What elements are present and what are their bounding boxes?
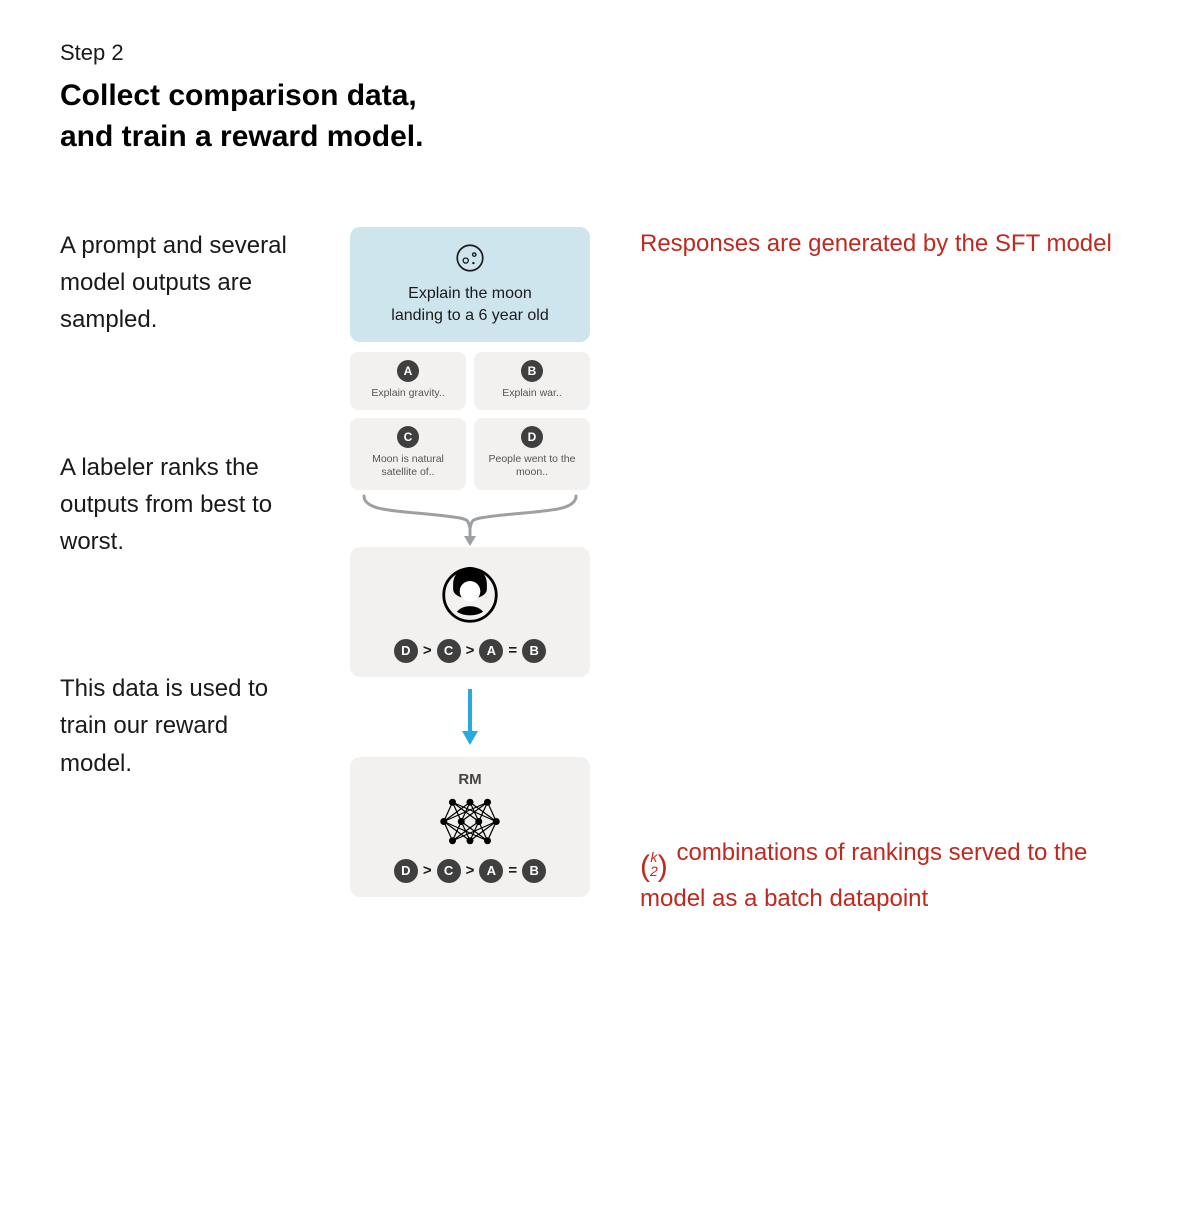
binomial-icon: (k2) bbox=[640, 849, 668, 883]
title-line-2: and train a reward model. bbox=[60, 120, 423, 153]
prompt-line-1: Explain the moon bbox=[408, 285, 532, 302]
moon-icon bbox=[453, 241, 487, 275]
rm-rank-sym-1: > bbox=[423, 862, 432, 879]
bracket-connector-icon bbox=[350, 492, 590, 547]
content-grid: A prompt and several model outputs are s… bbox=[60, 227, 1140, 916]
rm-ranking: D > C > A = B bbox=[360, 859, 580, 883]
badge-b: B bbox=[521, 360, 543, 382]
paren-right: ) bbox=[658, 850, 668, 883]
option-c-text: Moon is natural satellite of.. bbox=[356, 453, 460, 479]
prompt-box: Explain the moon landing to a 6 year old bbox=[350, 227, 590, 342]
rank-sym-1: > bbox=[423, 642, 432, 659]
option-d-text: People went to the moon.. bbox=[480, 453, 584, 479]
rank-sym-2: > bbox=[466, 642, 475, 659]
badge-d: D bbox=[521, 426, 543, 448]
option-d: D People went to the moon.. bbox=[474, 418, 590, 489]
rank-sym-3: = bbox=[508, 642, 517, 659]
rank-c: C bbox=[437, 639, 461, 663]
option-b: B Explain war.. bbox=[474, 352, 590, 410]
rank-a: A bbox=[479, 639, 503, 663]
rm-rank-d: D bbox=[394, 859, 418, 883]
prompt-line-2: landing to a 6 year old bbox=[391, 307, 548, 324]
left-text-1: A prompt and several model outputs are s… bbox=[60, 227, 300, 339]
left-text-2: A labeler ranks the outputs from best to… bbox=[60, 449, 300, 561]
rank-d: D bbox=[394, 639, 418, 663]
title-line-1: Collect comparison data, bbox=[60, 79, 417, 112]
middle-column: Explain the moon landing to a 6 year old… bbox=[340, 227, 600, 897]
paren-left: ( bbox=[640, 850, 650, 883]
left-text-3: This data is used to train our reward mo… bbox=[60, 670, 300, 782]
reward-model-box: RM D > C bbox=[350, 757, 590, 897]
rm-rank-sym-2: > bbox=[466, 862, 475, 879]
labeler-ranking: D > C > A = B bbox=[360, 639, 580, 663]
option-c: C Moon is natural satellite of.. bbox=[350, 418, 466, 489]
prompt-text: Explain the moon landing to a 6 year old bbox=[360, 283, 580, 326]
rm-rank-sym-3: = bbox=[508, 862, 517, 879]
annotation-2: (k2) combinations of rankings served to … bbox=[640, 836, 1140, 916]
annotation-2-text: combinations of rankings served to the m… bbox=[640, 839, 1087, 913]
option-b-text: Explain war.. bbox=[480, 387, 584, 400]
binom-bot: 2 bbox=[650, 864, 658, 878]
options-grid: A Explain gravity.. B Explain war.. C Mo… bbox=[350, 352, 590, 489]
rm-rank-b: B bbox=[522, 859, 546, 883]
person-icon bbox=[440, 565, 500, 625]
rm-rank-a: A bbox=[479, 859, 503, 883]
header: Step 2 Collect comparison data, and trai… bbox=[60, 40, 1140, 157]
rm-rank-c: C bbox=[437, 859, 461, 883]
annotation-1: Responses are generated by the SFT model bbox=[640, 227, 1140, 261]
option-a: A Explain gravity.. bbox=[350, 352, 466, 410]
neural-network-icon bbox=[435, 794, 505, 849]
option-a-text: Explain gravity.. bbox=[356, 387, 460, 400]
labeler-box: D > C > A = B bbox=[350, 547, 590, 677]
title: Collect comparison data, and train a rew… bbox=[60, 76, 1140, 157]
badge-a: A bbox=[397, 360, 419, 382]
step-label: Step 2 bbox=[60, 40, 1140, 66]
rm-label: RM bbox=[360, 771, 580, 788]
left-column: A prompt and several model outputs are s… bbox=[60, 227, 300, 782]
rank-b: B bbox=[522, 639, 546, 663]
arrow-down-icon bbox=[458, 687, 482, 747]
right-column: Responses are generated by the SFT model… bbox=[640, 227, 1140, 916]
badge-c: C bbox=[397, 426, 419, 448]
binom-top: k bbox=[650, 850, 658, 864]
